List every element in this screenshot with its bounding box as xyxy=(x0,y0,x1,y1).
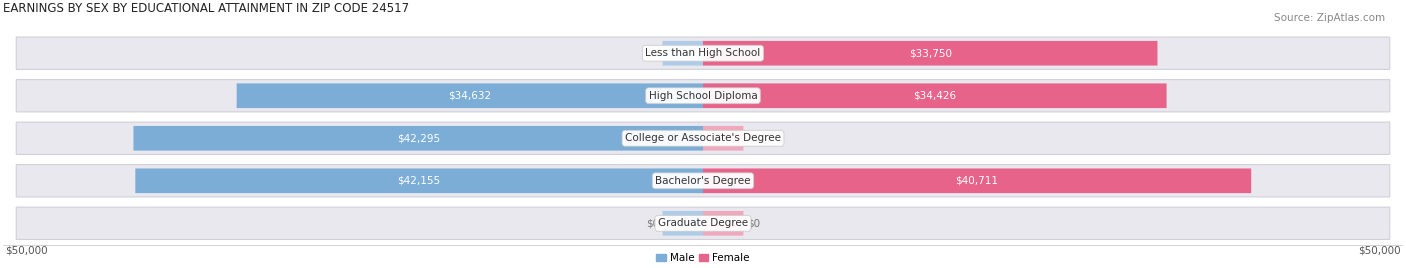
FancyBboxPatch shape xyxy=(17,80,1389,112)
FancyBboxPatch shape xyxy=(703,126,744,151)
Text: $0: $0 xyxy=(647,48,659,58)
FancyBboxPatch shape xyxy=(17,165,1389,197)
Text: $42,295: $42,295 xyxy=(396,133,440,143)
Text: $50,000: $50,000 xyxy=(6,246,48,256)
Text: $40,711: $40,711 xyxy=(956,176,998,186)
FancyBboxPatch shape xyxy=(17,207,1389,240)
FancyBboxPatch shape xyxy=(703,41,1157,66)
FancyBboxPatch shape xyxy=(662,41,703,66)
Text: College or Associate's Degree: College or Associate's Degree xyxy=(626,133,780,143)
Text: $33,750: $33,750 xyxy=(908,48,952,58)
FancyBboxPatch shape xyxy=(135,169,703,193)
FancyBboxPatch shape xyxy=(703,211,744,236)
FancyBboxPatch shape xyxy=(703,83,1167,108)
FancyBboxPatch shape xyxy=(662,211,703,236)
Text: Bachelor's Degree: Bachelor's Degree xyxy=(655,176,751,186)
FancyBboxPatch shape xyxy=(17,122,1389,154)
Text: $42,155: $42,155 xyxy=(398,176,440,186)
FancyBboxPatch shape xyxy=(17,37,1389,69)
Text: Source: ZipAtlas.com: Source: ZipAtlas.com xyxy=(1274,13,1385,23)
Text: Less than High School: Less than High School xyxy=(645,48,761,58)
Text: High School Diploma: High School Diploma xyxy=(648,91,758,101)
Text: Graduate Degree: Graduate Degree xyxy=(658,218,748,228)
Text: $34,632: $34,632 xyxy=(449,91,491,101)
FancyBboxPatch shape xyxy=(236,83,703,108)
Text: $34,426: $34,426 xyxy=(914,91,956,101)
Text: $50,000: $50,000 xyxy=(1358,246,1400,256)
Text: $0: $0 xyxy=(747,133,759,143)
Legend: Male, Female: Male, Female xyxy=(652,249,754,267)
Text: EARNINGS BY SEX BY EDUCATIONAL ATTAINMENT IN ZIP CODE 24517: EARNINGS BY SEX BY EDUCATIONAL ATTAINMEN… xyxy=(3,2,409,15)
FancyBboxPatch shape xyxy=(134,126,703,151)
Text: $0: $0 xyxy=(747,218,759,228)
Text: $0: $0 xyxy=(647,218,659,228)
FancyBboxPatch shape xyxy=(703,169,1251,193)
